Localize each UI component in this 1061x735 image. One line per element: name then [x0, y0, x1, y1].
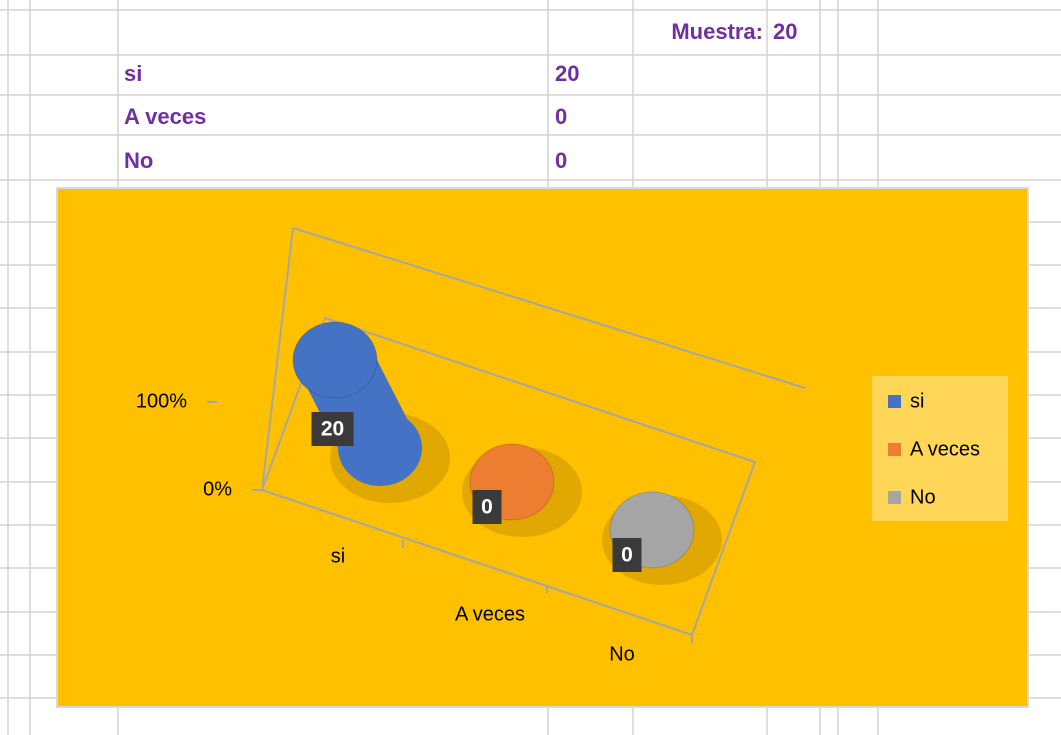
plot: 0% 100% si A veces No 20 0 0 si A veces No: [136, 321, 1008, 665]
left-wall-edge: [261, 227, 294, 491]
back-wall-edge: [292, 227, 806, 389]
legend-swatch: [888, 491, 901, 504]
data-label-box: [311, 412, 354, 446]
data-label-box: [612, 538, 642, 572]
row-value: 0: [555, 104, 567, 129]
data-label: 0: [621, 544, 633, 567]
sample-label: Muestra:: [671, 19, 763, 44]
row-label: A veces: [124, 104, 206, 129]
x-tick-label: No: [609, 643, 635, 665]
legend-swatch: [888, 395, 901, 408]
data-label: 20: [321, 418, 344, 441]
row-label: si: [124, 61, 142, 86]
row-value: 0: [555, 148, 567, 173]
legend-label: si: [910, 390, 924, 412]
chart-area: [56, 187, 1029, 708]
legend-label: A veces: [910, 438, 980, 460]
legend: si A veces No: [872, 376, 1008, 521]
legend-label: No: [910, 486, 936, 508]
cylinder: [292, 321, 450, 503]
y-tick-label: 100%: [136, 390, 187, 412]
legend-swatch: [888, 443, 901, 456]
y-tick-label: 0%: [203, 478, 232, 500]
sample-value: 20: [773, 19, 797, 44]
x-tick-label: si: [331, 545, 345, 567]
data-label: 0: [481, 496, 493, 519]
row-label: No: [124, 148, 153, 173]
row-value: 20: [555, 61, 579, 86]
cylinder-top: [292, 321, 378, 399]
x-tick-label: A veces: [455, 603, 525, 625]
data-label-box: [472, 490, 502, 524]
